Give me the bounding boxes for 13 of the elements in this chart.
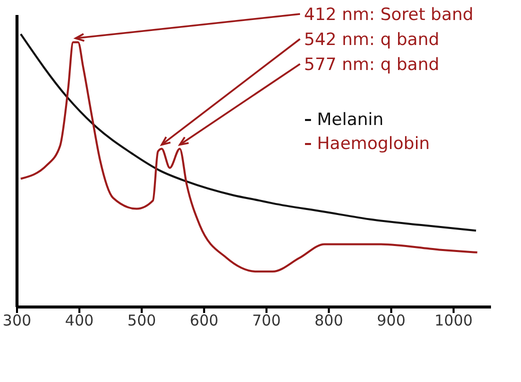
x-tick-label: 600 (190, 312, 218, 330)
x-tick-label: 300 (2, 312, 32, 330)
x-tick-label: 700 (252, 312, 281, 330)
legend-label: Haemoglobin (316, 133, 430, 156)
annotation: 412 nm: Soret band (304, 5, 474, 25)
legend-label: Melanin (316, 109, 385, 132)
x-tick-label: 1000 (434, 312, 473, 330)
x-tick-label: 400 (65, 312, 94, 330)
x-tick-label: 900 (376, 312, 406, 330)
annotation: 577 nm: q band (304, 55, 440, 75)
annotation: 542 nm: q band (304, 30, 440, 50)
x-tick-label: 500 (127, 312, 156, 330)
x-tick-label: 800 (314, 312, 344, 330)
